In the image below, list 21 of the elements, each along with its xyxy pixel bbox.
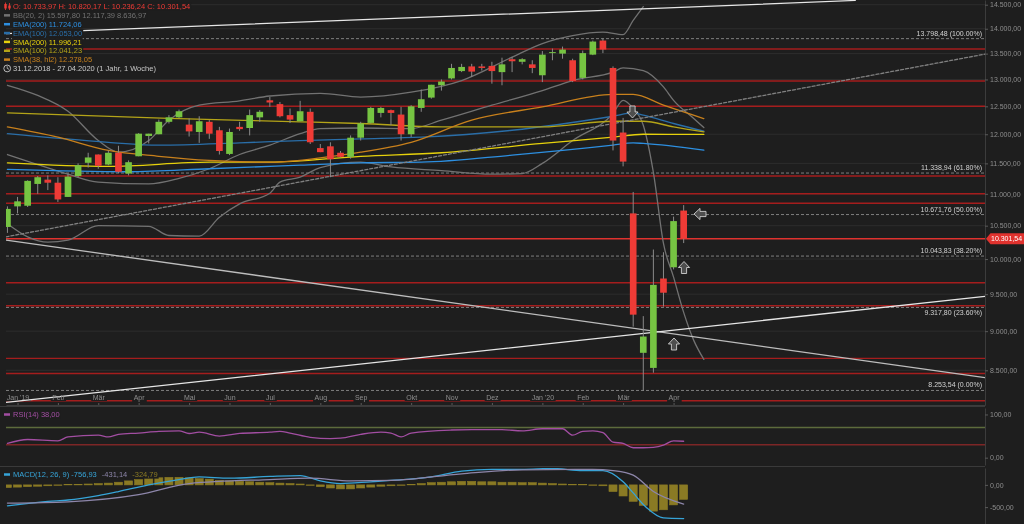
line-series	[6, 93, 705, 163]
candlestick	[347, 134, 354, 160]
line-series	[6, 468, 685, 505]
candlestick	[357, 121, 365, 142]
candlestick	[205, 119, 213, 140]
candlestick	[377, 106, 385, 118]
candlestick	[246, 109, 253, 136]
candlestick	[226, 128, 233, 156]
line-series	[6, 142, 705, 173]
candlestick	[216, 126, 223, 156]
candlestick	[195, 115, 203, 144]
candlestick	[539, 50, 546, 83]
candlestick	[498, 57, 506, 86]
line-series	[6, 468, 685, 520]
line-series	[6, 67, 705, 185]
candlestick	[387, 109, 395, 126]
candlestick	[286, 108, 294, 124]
candlestick	[569, 58, 576, 83]
candlestick	[417, 89, 425, 113]
line-series	[6, 428, 685, 449]
line-series	[6, 133, 705, 168]
